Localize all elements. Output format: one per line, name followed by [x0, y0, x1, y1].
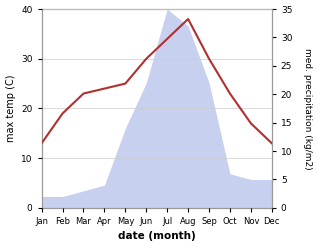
X-axis label: date (month): date (month)	[118, 231, 196, 242]
Y-axis label: med. precipitation (kg/m2): med. precipitation (kg/m2)	[303, 48, 313, 169]
Y-axis label: max temp (C): max temp (C)	[5, 75, 16, 142]
